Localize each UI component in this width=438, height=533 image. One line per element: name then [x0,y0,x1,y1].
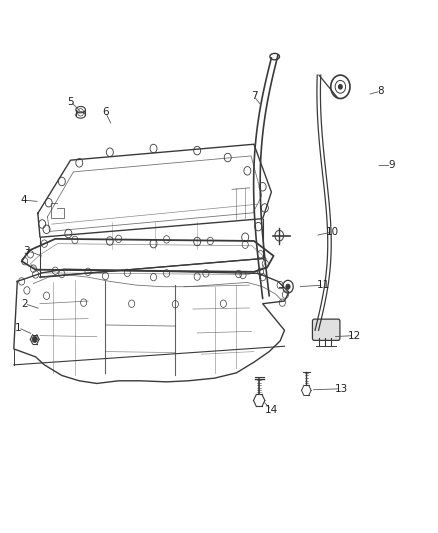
Text: 6: 6 [102,107,109,117]
Text: 9: 9 [388,160,395,171]
Text: 1: 1 [15,322,21,333]
Circle shape [286,284,290,289]
FancyBboxPatch shape [312,319,340,341]
Text: 3: 3 [24,246,30,255]
Text: 4: 4 [20,195,27,205]
Text: 7: 7 [251,91,257,101]
Text: 11: 11 [317,280,330,290]
Text: 5: 5 [67,96,74,107]
Text: 10: 10 [326,227,339,237]
Text: 12: 12 [348,330,361,341]
Circle shape [32,336,37,343]
Text: 14: 14 [265,405,278,415]
Text: 2: 2 [21,298,28,309]
Text: 13: 13 [335,384,348,394]
Circle shape [339,85,342,89]
Text: 8: 8 [377,86,384,96]
